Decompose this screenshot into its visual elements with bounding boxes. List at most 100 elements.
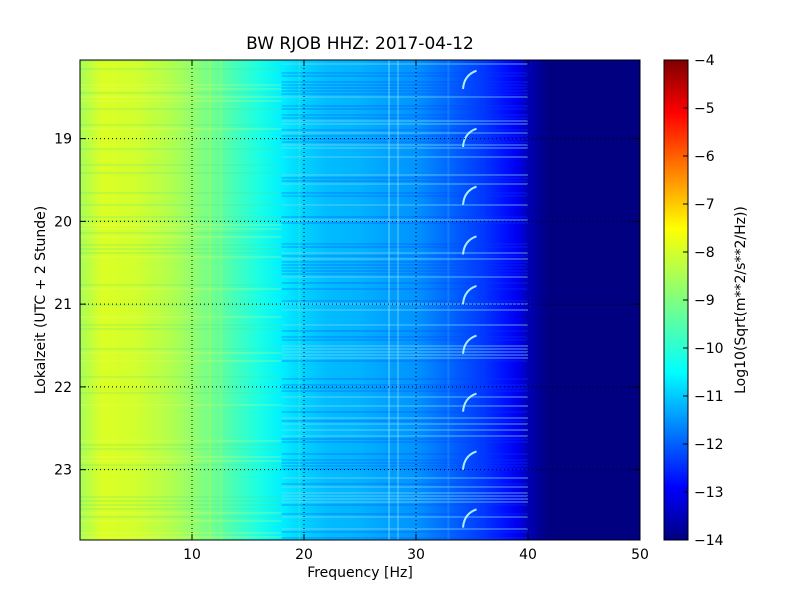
time-stripe <box>80 324 282 326</box>
time-stripe <box>281 264 528 266</box>
grid-lines <box>80 60 640 540</box>
time-stripe <box>281 219 528 221</box>
time-stripe <box>281 396 528 398</box>
time-stripe <box>80 448 282 450</box>
time-stripe <box>281 273 528 275</box>
frequency-line <box>220 60 222 540</box>
time-stripe <box>80 304 282 306</box>
time-stripe <box>281 441 528 443</box>
time-stripe <box>281 348 528 350</box>
time-stripe <box>281 117 528 119</box>
time-stripe <box>281 492 528 494</box>
time-stripe <box>281 180 528 182</box>
x-tick-label: 20 <box>295 547 313 563</box>
time-stripe <box>80 504 282 506</box>
colorbar-tick-label: −12 <box>694 437 724 453</box>
time-stripe <box>281 267 528 269</box>
time-stripe <box>281 141 528 143</box>
time-stripe <box>80 532 282 534</box>
time-stripe <box>80 516 282 518</box>
colorbar-tick-label: −7 <box>694 197 715 213</box>
colorbar-ticks: −4 −5 −6 −7 −8 −9 −10 −11 −12 −13 −14 <box>683 53 724 549</box>
harmonic-arc <box>462 185 477 205</box>
colorbar-tick-label: −5 <box>694 101 715 117</box>
time-stripe <box>281 477 528 479</box>
time-stripe <box>281 498 528 500</box>
time-stripe <box>281 465 528 467</box>
harmonic-arcs <box>462 69 477 528</box>
time-stripe <box>281 246 528 248</box>
time-stripe <box>80 244 282 246</box>
frequency-line <box>208 60 211 540</box>
chart-title: BW RJOB HHZ: 2017-04-12 <box>246 34 474 54</box>
time-stripe <box>80 108 282 110</box>
time-stripe <box>80 468 282 470</box>
time-stripe <box>80 444 282 446</box>
time-stripe <box>281 300 528 302</box>
time-stripe <box>80 84 282 86</box>
time-stripe <box>281 81 528 83</box>
time-stripe <box>281 537 528 539</box>
x-tick-label: 50 <box>631 547 649 563</box>
time-stripe <box>281 72 528 74</box>
time-stripe <box>281 438 528 440</box>
time-stripe <box>281 354 528 356</box>
harmonic-arc <box>462 508 477 528</box>
time-stripe <box>281 195 528 197</box>
time-stripe <box>80 224 282 226</box>
time-stripe <box>281 261 528 263</box>
time-stripe <box>80 68 282 70</box>
time-stripe <box>281 129 528 131</box>
harmonic-arc <box>462 450 477 470</box>
x-tick-label: 30 <box>407 547 425 563</box>
time-stripe <box>281 309 528 311</box>
time-stripe <box>80 60 282 62</box>
time-stripe <box>281 132 528 134</box>
time-stripe <box>80 192 282 194</box>
time-stripe <box>80 232 282 234</box>
time-stripe <box>80 124 282 126</box>
time-stripe <box>281 390 528 392</box>
x-tick-label: 10 <box>183 547 201 563</box>
colorbar-tick-label: −8 <box>694 245 715 261</box>
time-stripe <box>281 204 528 206</box>
time-stripe <box>281 144 528 146</box>
time-stripe <box>80 248 282 250</box>
time-stripe <box>281 417 528 419</box>
y-axis-label: Lokalzeit (UTC + 2 Stunde) <box>33 206 49 395</box>
time-stripe <box>80 284 282 286</box>
time-stripe <box>80 164 282 166</box>
time-stripe <box>281 120 528 122</box>
time-stripe <box>281 357 528 359</box>
harmonic-arc <box>462 284 477 305</box>
time-stripe <box>80 404 282 406</box>
time-stripe <box>281 63 528 65</box>
time-stripe <box>281 114 528 116</box>
frequency-line <box>298 60 301 540</box>
time-stripe <box>281 282 528 284</box>
colorbar-tick-label: −4 <box>694 53 715 69</box>
time-stripe <box>80 456 282 458</box>
colorbar-tick-label: −13 <box>694 485 724 501</box>
y-tick-label: 23 <box>54 463 72 479</box>
time-stripe <box>80 328 282 330</box>
time-stripe <box>281 135 528 137</box>
time-stripe <box>80 376 282 378</box>
time-stripe <box>80 512 282 514</box>
time-stripe <box>281 96 528 98</box>
time-stripe <box>281 252 528 254</box>
time-stripe <box>281 324 528 326</box>
colorbar-tick-label: −6 <box>694 149 715 165</box>
time-stripe <box>80 236 282 238</box>
time-stripe <box>80 316 282 318</box>
time-stripe <box>80 500 282 502</box>
time-stripe <box>80 172 282 174</box>
time-stripe <box>281 435 528 437</box>
time-stripe <box>281 513 528 515</box>
time-stripe <box>80 252 282 254</box>
time-stripe <box>80 460 282 462</box>
time-stripe <box>80 256 282 258</box>
time-stripe <box>281 360 528 362</box>
time-stripe <box>281 462 528 464</box>
time-stripe <box>80 92 282 94</box>
